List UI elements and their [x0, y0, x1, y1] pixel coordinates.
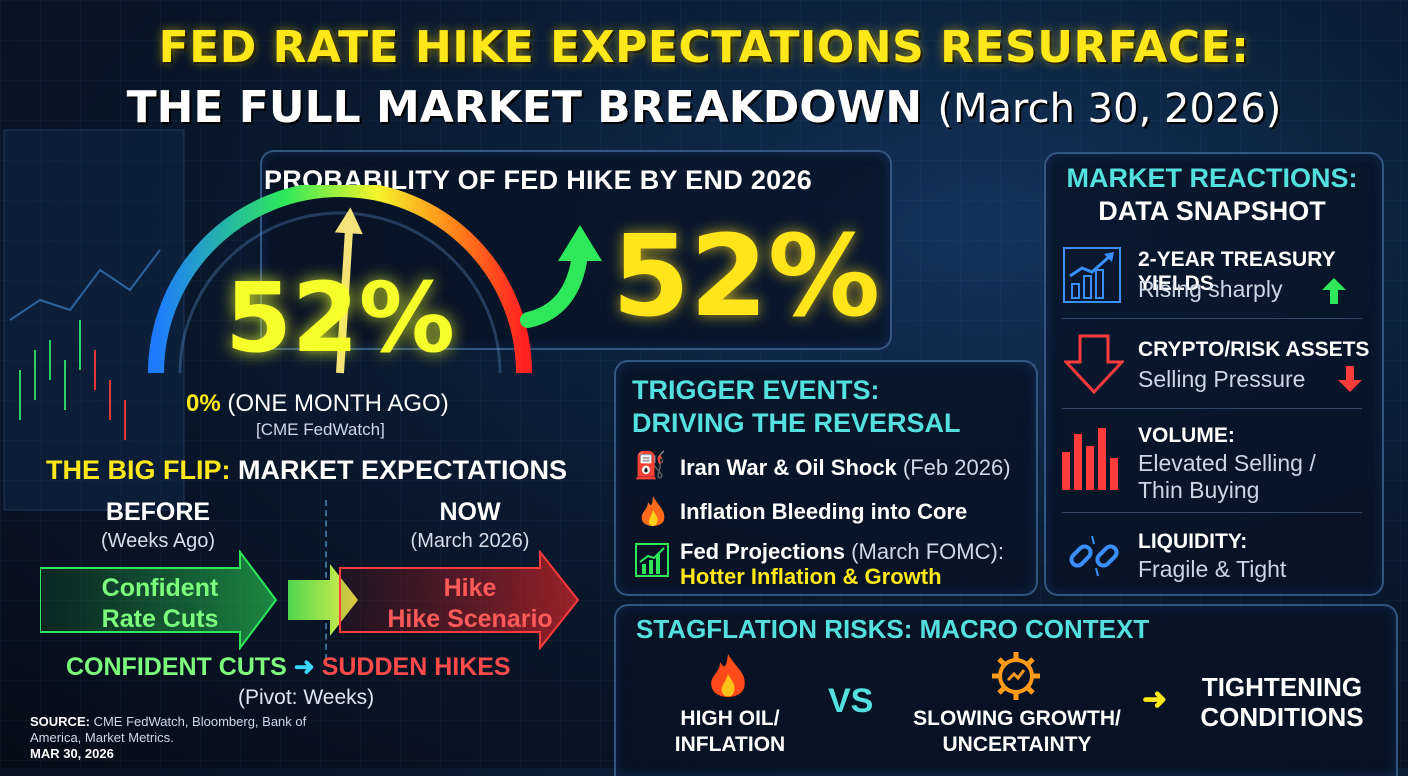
trigger-item-3: Fed Projections (March FOMC):: [680, 539, 1004, 565]
mr-item-1-sub: Rising sharply: [1138, 276, 1283, 302]
subtitle-text: THE FULL MARKET BREAKDOWN: [126, 82, 923, 133]
probability-gauge: [148, 185, 532, 374]
fire-icon: [641, 496, 665, 526]
flip-heading-rest: MARKET EXPECTATIONS: [238, 455, 568, 485]
stag-right-line2: CONDITIONS: [1200, 702, 1364, 732]
stag-mid-line1: SLOWING GROWTH/: [913, 707, 1121, 730]
gear-icon: [992, 652, 1040, 700]
flip-arrows: [40, 550, 580, 650]
main-title: FED RATE HIKE EXPECTATIONS RESURFACE:: [158, 22, 1250, 73]
ago-value: 0%: [186, 390, 221, 417]
now-arrow-text: Hike Hike Scenario: [360, 573, 580, 635]
now-arrow-line2: Hike Scenario: [387, 605, 553, 633]
before-label: BEFORE: [105, 498, 211, 526]
before-arrow: [40, 550, 278, 650]
down-arrow-icon: [1064, 334, 1124, 394]
mr-separator-2: [1062, 408, 1362, 409]
before-arrow-text: Confident Rate Cuts: [60, 573, 260, 635]
stag-left-line1: HIGH OIL/: [680, 707, 780, 730]
mr-title-line2: DATA SNAPSHOT: [1098, 196, 1326, 226]
mr-item-4-sub: Fragile & Tight: [1138, 556, 1287, 582]
gauge-needle: [336, 225, 354, 374]
rising-arrow-icon: [520, 225, 602, 328]
subtitle: THE FULL MARKET BREAKDOWN (March 30, 202…: [0, 82, 1408, 133]
market-reactions-panel: [1044, 152, 1384, 596]
before-sublabel: (Weeks Ago): [100, 530, 216, 552]
probability-big-value: 52%: [612, 212, 881, 342]
gauge-needle-head: [334, 207, 363, 235]
versus-label: VS: [828, 682, 874, 720]
source-label: SOURCE:: [30, 714, 90, 729]
line-chart-up-icon: [1063, 247, 1121, 303]
mr-item-3-label: VOLUME:: [1138, 424, 1235, 447]
mr-separator-1: [1062, 318, 1362, 319]
stag-right-line1: TIGHTENING: [1201, 672, 1363, 702]
trigger-item-1-date: (Feb 2026): [902, 455, 1011, 480]
source-text: CME FedWatch, Bloomberg, Bank of America…: [30, 714, 307, 745]
mr-item-4-label: LIQUIDITY:: [1138, 530, 1248, 553]
mr-item-3-sub: Elevated Selling / Thin Buying: [1138, 450, 1316, 504]
stag-mid-line2: UNCERTAINTY: [942, 733, 1092, 756]
flip-heading: THE BIG FLIP: MARKET EXPECTATIONS: [46, 455, 567, 486]
oil-rig-icon: ⛽: [634, 450, 667, 480]
broken-chain-icon: [1069, 535, 1119, 577]
up-arrow-icon: [1322, 278, 1346, 304]
flame-icon: [711, 654, 745, 697]
trigger-item-3-context: (March FOMC):: [851, 539, 1004, 564]
mr-item-2-label: CRYPTO/RISK ASSETS: [1138, 338, 1370, 361]
right-arrow-icon: ➜: [293, 653, 315, 681]
before-arrow-line2: Rate Cuts: [101, 605, 219, 633]
background-chart-decoration: [3, 129, 185, 511]
now-label: NOW: [439, 498, 501, 526]
source-date: MAR 30, 2026: [30, 746, 114, 761]
stag-right-label: TIGHTENING CONDITIONS: [1184, 672, 1380, 732]
now-arrow-line1: Hike: [443, 574, 497, 602]
mr-separator-3: [1062, 512, 1362, 513]
market-reactions-title: MARKET REACTIONS: DATA SNAPSHOT: [1044, 162, 1380, 228]
trigger-item-1-main: Iran War & Oil Shock: [680, 455, 897, 480]
before-arrow-line1: Confident: [101, 574, 219, 602]
mr-title-line1: MARKET REACTIONS:: [1066, 163, 1358, 193]
gauge-arc: [148, 185, 532, 374]
stag-left-label: HIGH OIL/ INFLATION: [650, 706, 810, 758]
flip-heading-highlight: THE BIG FLIP:: [46, 455, 231, 485]
bar-chart-icon: [1062, 428, 1118, 490]
trigger-panel: [614, 360, 1038, 596]
subtitle-date: (March 30, 2026): [937, 86, 1282, 132]
trigger-title-line2: DRIVING THE REVERSAL: [632, 408, 961, 438]
now-arrow: [339, 550, 580, 650]
stagflation-title: STAGFLATION RISKS: MACRO CONTEXT: [636, 614, 1150, 644]
mr-item-1-label: 2-YEAR TREASURY YIELDS: [1138, 248, 1336, 295]
mr-item-2-sub: Selling Pressure: [1138, 366, 1306, 392]
one-month-ago: 0% (ONE MONTH AGO): [186, 390, 449, 418]
trigger-item-3-main: Fed Projections: [680, 539, 846, 564]
probability-source: [CME FedWatch]: [256, 420, 385, 439]
cuts-label: CONFIDENT CUTS: [66, 653, 287, 681]
growth-chart-icon: [635, 543, 669, 577]
mr-item-3-sub-line1: Elevated Selling /: [1138, 450, 1316, 476]
tightening-arrow-icon: ➜: [1142, 683, 1168, 716]
trigger-item-3-highlight: Hotter Inflation & Growth: [680, 564, 942, 589]
pivot-note: (Pivot: Weeks): [238, 686, 375, 709]
trigger-item-2: Inflation Bleeding into Core: [680, 499, 968, 524]
gauge-value: 52%: [225, 262, 455, 374]
stag-left-line2: INFLATION: [674, 733, 786, 756]
hikes-label: SUDDEN HIKES: [321, 653, 511, 681]
mr-item-3-sub-line2: Thin Buying: [1138, 477, 1260, 503]
trigger-item-1: Iran War & Oil Shock (Feb 2026): [680, 455, 1011, 481]
trigger-title: TRIGGER EVENTS: DRIVING THE REVERSAL: [632, 374, 961, 440]
now-sublabel: (March 2026): [410, 530, 530, 552]
ago-label: (ONE MONTH AGO): [227, 390, 449, 417]
stag-mid-label: SLOWING GROWTH/ UNCERTAINTY: [892, 706, 1142, 758]
small-down-arrow-icon: [1338, 366, 1362, 392]
trigger-title-line1: TRIGGER EVENTS:: [632, 375, 880, 405]
source-note: SOURCE: CME FedWatch, Bloomberg, Bank of…: [30, 714, 310, 762]
cuts-to-hikes: CONFIDENT CUTS ➜ SUDDEN HIKES: [66, 652, 511, 682]
